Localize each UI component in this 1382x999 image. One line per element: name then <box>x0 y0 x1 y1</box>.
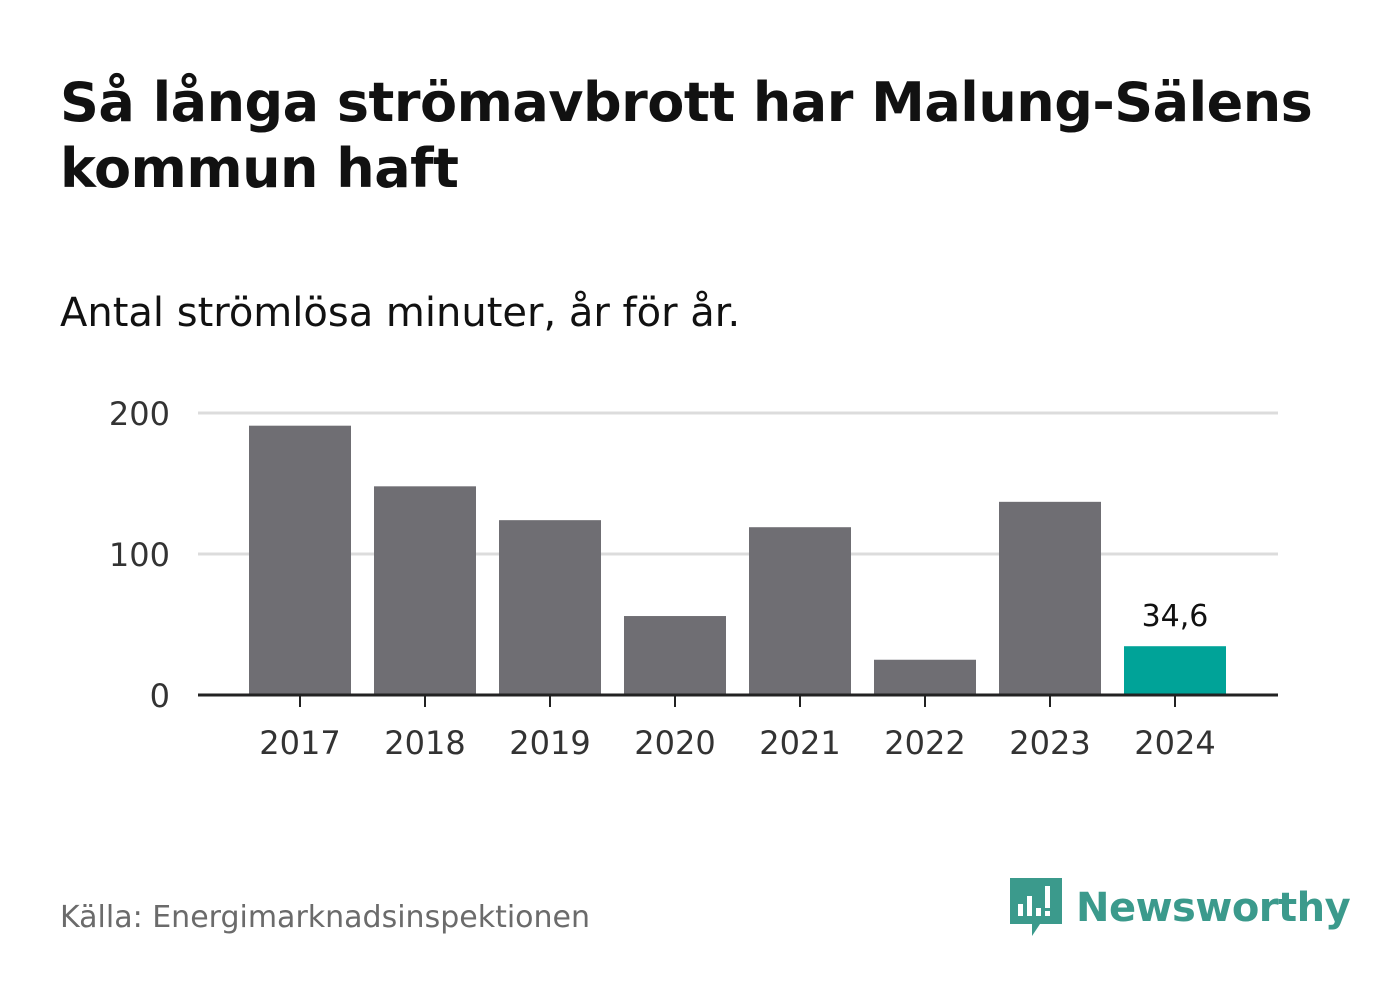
y-tick-label-200: 200 <box>109 395 170 433</box>
bar-2022 <box>874 659 976 695</box>
x-tick-label-2019: 2019 <box>509 724 590 762</box>
brand-name: Newsworthy <box>1076 885 1351 931</box>
bar-2021 <box>749 527 851 695</box>
x-tick-label-2020: 2020 <box>634 724 715 762</box>
x-tick-label-2018: 2018 <box>384 724 465 762</box>
x-tick-label-2022: 2022 <box>884 724 965 762</box>
brand-logo: Newsworthy <box>1010 876 1351 940</box>
source-note: Källa: Energimarknadsinspektionen <box>60 900 591 935</box>
bar-2017 <box>249 425 351 695</box>
x-tick-label-2023: 2023 <box>1009 724 1090 762</box>
bar-2018 <box>374 486 476 695</box>
bar-2024 <box>1124 646 1226 695</box>
bar-2023 <box>999 501 1101 695</box>
x-tick-label-2017: 2017 <box>259 724 340 762</box>
data-label-2024: 34,6 <box>1142 599 1209 634</box>
x-tick-label-2024: 2024 <box>1134 724 1215 762</box>
x-tick-label-2021: 2021 <box>759 724 840 762</box>
chart-subtitle: Antal strömlösa minuter, år för år. <box>60 290 741 336</box>
chart-title: Så långa strömavbrott har Malung-Sälens … <box>60 71 1313 200</box>
bar-2020 <box>624 616 726 695</box>
y-tick-label-0: 0 <box>150 677 170 715</box>
bar-2019 <box>499 520 601 695</box>
y-tick-label-100: 100 <box>109 536 170 574</box>
newsworthy-logo-icon <box>1010 878 1062 936</box>
